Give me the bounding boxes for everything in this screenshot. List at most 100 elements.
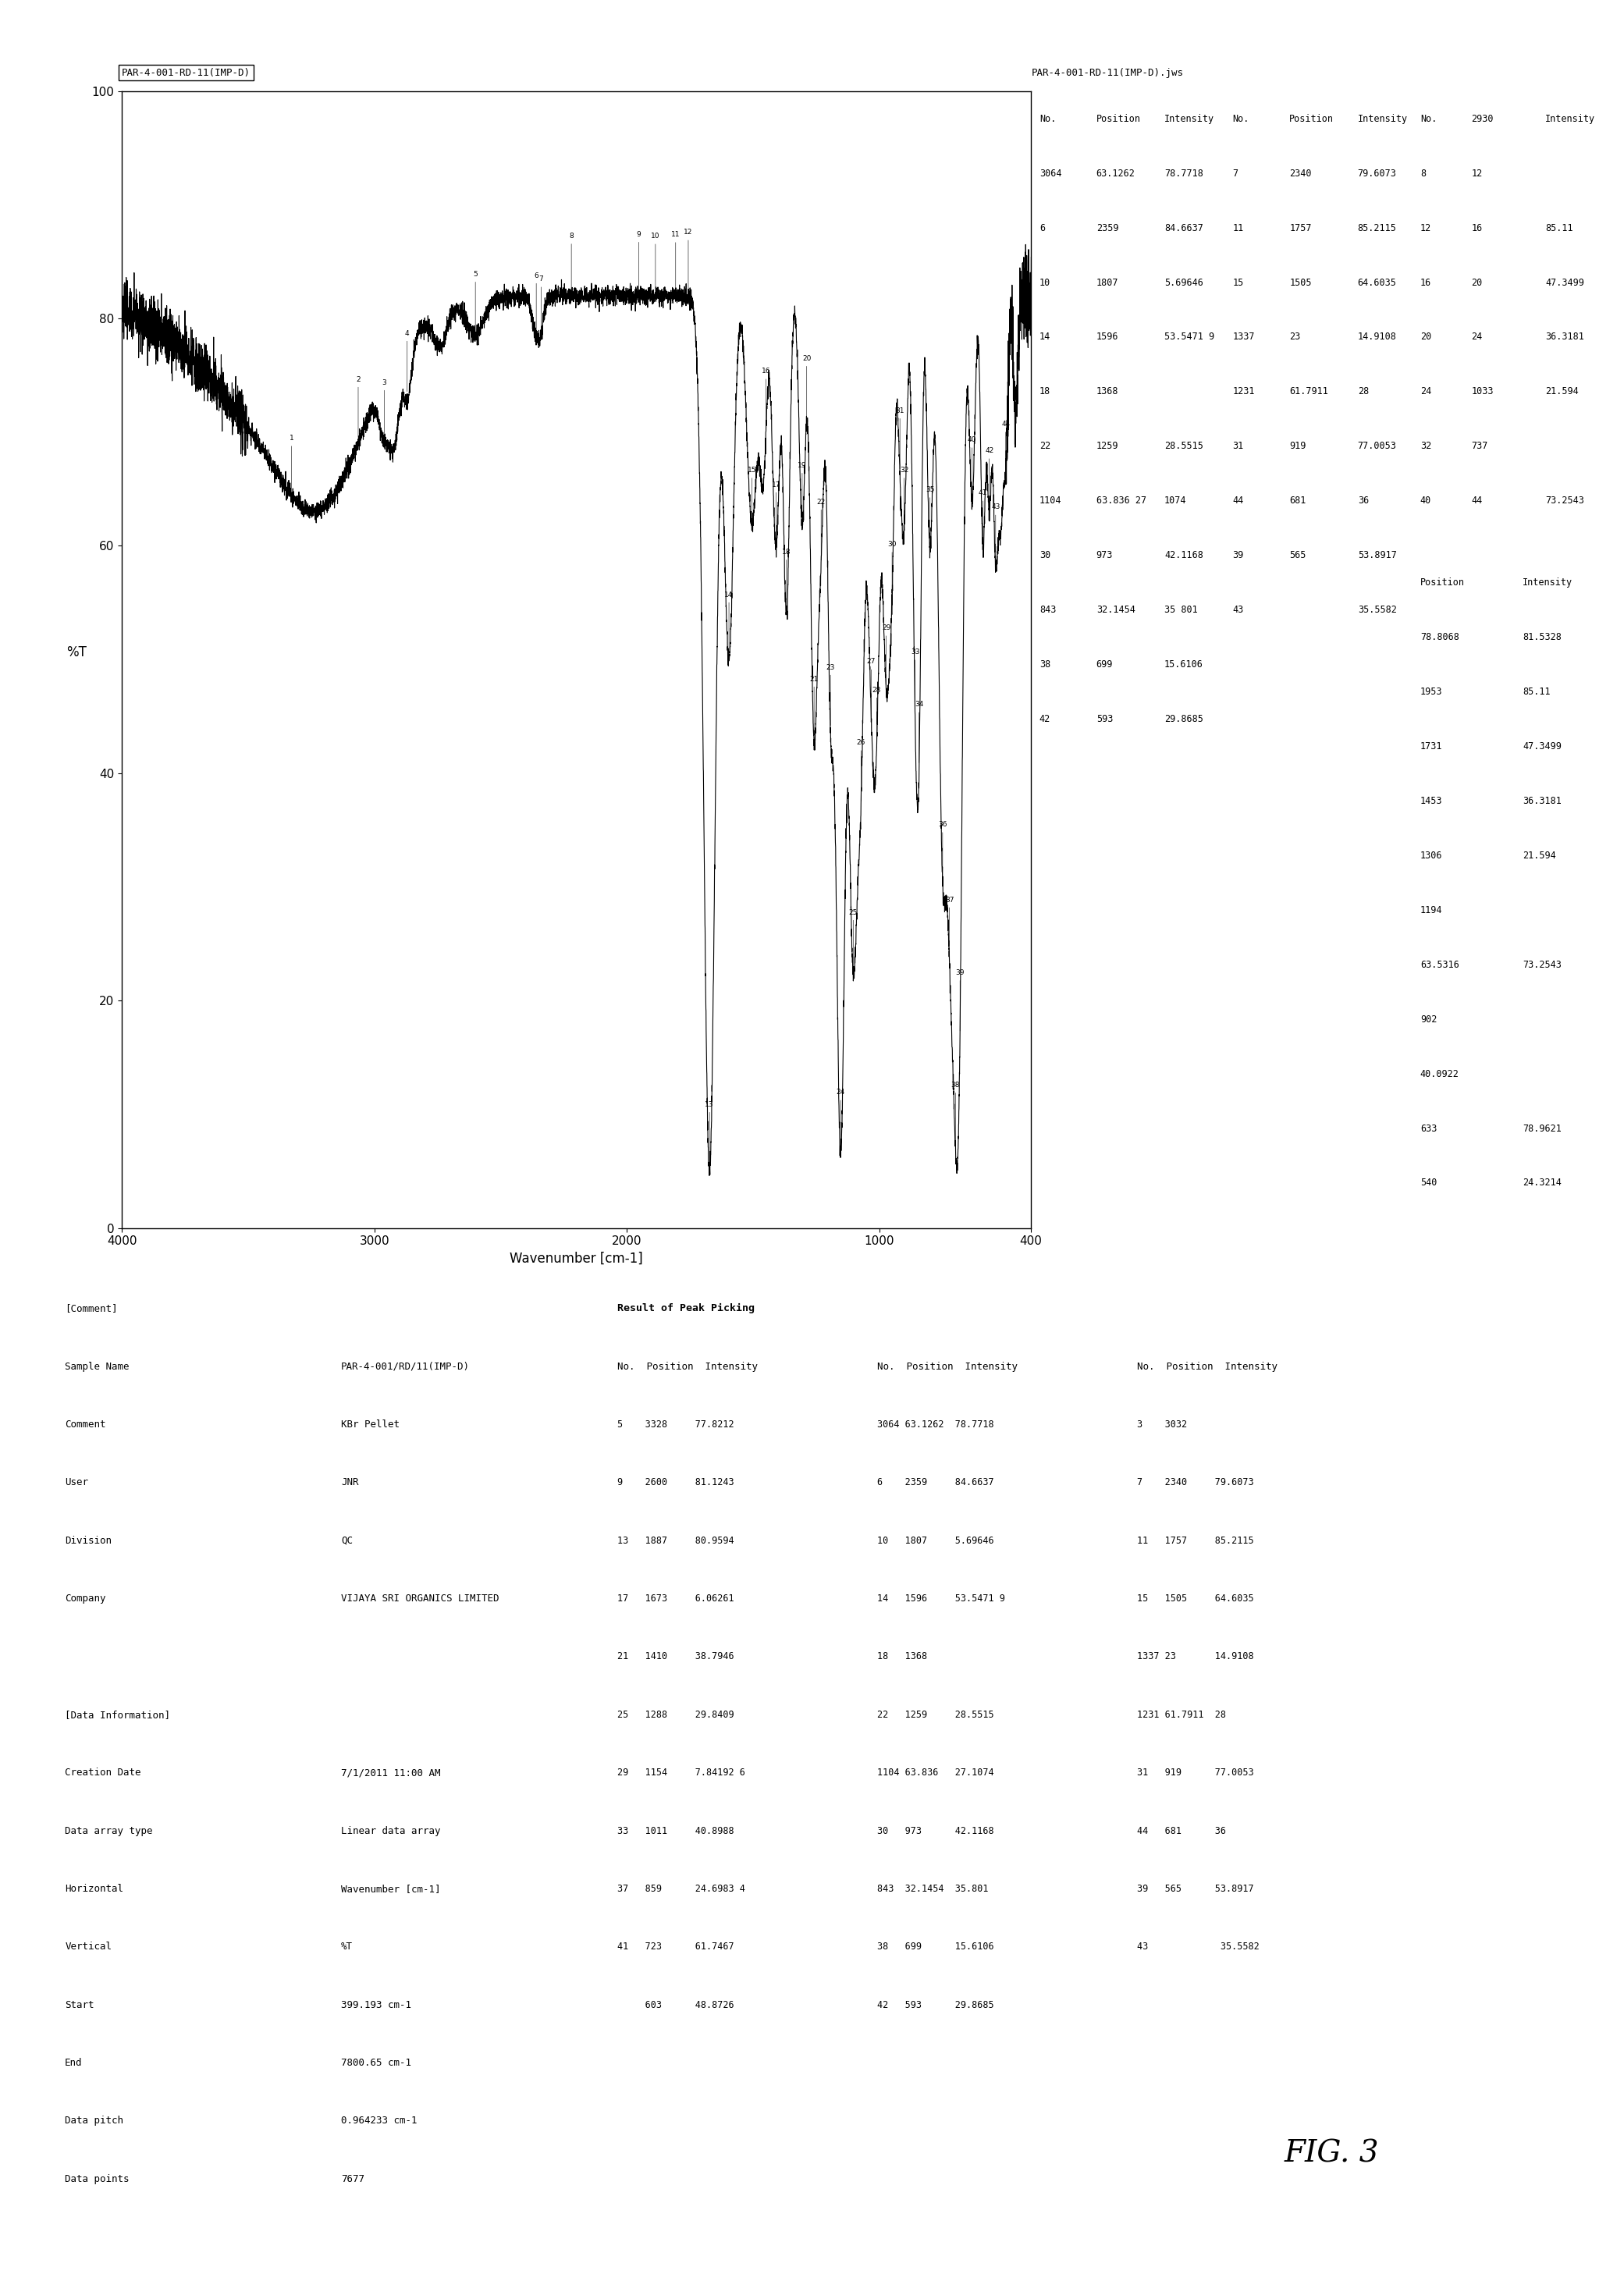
Text: 6: 6 bbox=[534, 273, 539, 334]
Text: 1033: 1033 bbox=[1471, 387, 1494, 396]
Text: 41: 41 bbox=[979, 489, 987, 550]
Text: 31: 31 bbox=[895, 407, 905, 468]
Text: 7800.65 cm-1: 7800.65 cm-1 bbox=[341, 2058, 411, 2067]
X-axis label: Wavenumber [cm-1]: Wavenumber [cm-1] bbox=[510, 1251, 643, 1267]
Text: 31: 31 bbox=[1233, 441, 1244, 450]
Text: Linear data array: Linear data array bbox=[341, 1826, 440, 1835]
Text: 16: 16 bbox=[762, 368, 770, 430]
Text: 1953: 1953 bbox=[1419, 687, 1442, 696]
Text: 40.0922: 40.0922 bbox=[1419, 1069, 1458, 1078]
Text: 23: 23 bbox=[827, 664, 835, 725]
Text: 35 801: 35 801 bbox=[1164, 605, 1199, 614]
Text: 2340: 2340 bbox=[1289, 168, 1312, 177]
Text: 16: 16 bbox=[1471, 223, 1483, 232]
Text: PAR-4-001-RD-11(IMP-D): PAR-4-001-RD-11(IMP-D) bbox=[122, 68, 250, 77]
Text: [Data Information]: [Data Information] bbox=[65, 1710, 171, 1719]
Text: 10: 10 bbox=[651, 232, 659, 293]
Text: 21   1410     38.7946: 21 1410 38.7946 bbox=[617, 1651, 734, 1662]
Text: 16: 16 bbox=[1419, 277, 1431, 287]
Text: 20: 20 bbox=[1419, 332, 1431, 341]
Text: 20: 20 bbox=[1471, 277, 1483, 287]
Text: 3064 63.1262  78.7718: 3064 63.1262 78.7718 bbox=[877, 1419, 994, 1430]
Text: 1453: 1453 bbox=[1419, 796, 1442, 805]
Text: Creation Date: Creation Date bbox=[65, 1767, 141, 1778]
Text: 15: 15 bbox=[1233, 277, 1244, 287]
Text: 10   1807     5.69646: 10 1807 5.69646 bbox=[877, 1535, 994, 1546]
Text: 53.8917: 53.8917 bbox=[1358, 550, 1397, 559]
Text: 12: 12 bbox=[684, 230, 693, 291]
Text: User: User bbox=[65, 1478, 88, 1487]
Text: 39: 39 bbox=[955, 969, 965, 1030]
Text: 25: 25 bbox=[849, 910, 857, 971]
Text: 25   1288     29.8409: 25 1288 29.8409 bbox=[617, 1710, 734, 1719]
Text: 78.9621: 78.9621 bbox=[1523, 1123, 1561, 1132]
Text: 14.9108: 14.9108 bbox=[1358, 332, 1397, 341]
Text: 29: 29 bbox=[882, 625, 890, 687]
Text: 30: 30 bbox=[888, 541, 896, 603]
Text: 84.6637: 84.6637 bbox=[1164, 223, 1203, 232]
Text: 540: 540 bbox=[1419, 1178, 1437, 1187]
Text: 633: 633 bbox=[1419, 1123, 1437, 1132]
Text: 1194: 1194 bbox=[1419, 905, 1442, 914]
Text: 20: 20 bbox=[802, 355, 810, 416]
Text: 38: 38 bbox=[1039, 659, 1051, 669]
Text: 6    2359     84.6637: 6 2359 84.6637 bbox=[877, 1478, 994, 1487]
Text: 37   859      24.6983 4: 37 859 24.6983 4 bbox=[617, 1883, 745, 1894]
Text: 12: 12 bbox=[1471, 168, 1483, 177]
Text: 1757: 1757 bbox=[1289, 223, 1312, 232]
Text: 32.1454: 32.1454 bbox=[1096, 605, 1135, 614]
Text: 43             35.5582: 43 35.5582 bbox=[1137, 1942, 1259, 1951]
Text: 32: 32 bbox=[900, 466, 909, 528]
Text: 44: 44 bbox=[1002, 421, 1010, 482]
Text: 1337 23       14.9108: 1337 23 14.9108 bbox=[1137, 1651, 1254, 1662]
Text: 18: 18 bbox=[1039, 387, 1051, 396]
Text: 19: 19 bbox=[797, 462, 807, 523]
Text: 17: 17 bbox=[771, 482, 781, 543]
Text: 902: 902 bbox=[1419, 1014, 1437, 1023]
Text: 73.2543: 73.2543 bbox=[1523, 960, 1561, 969]
Text: 8: 8 bbox=[568, 232, 573, 293]
Text: Position: Position bbox=[1419, 578, 1465, 587]
Text: 42.1168: 42.1168 bbox=[1164, 550, 1203, 559]
Text: 18   1368: 18 1368 bbox=[877, 1651, 927, 1662]
Text: 14   1596     53.5471 9: 14 1596 53.5471 9 bbox=[877, 1594, 1005, 1603]
Text: 9    2600     81.1243: 9 2600 81.1243 bbox=[617, 1478, 734, 1487]
Text: 15   1505     64.6035: 15 1505 64.6035 bbox=[1137, 1594, 1254, 1603]
Text: 399.193 cm-1: 399.193 cm-1 bbox=[341, 1999, 411, 2010]
Text: 737: 737 bbox=[1471, 441, 1488, 450]
Text: 47.3499: 47.3499 bbox=[1523, 741, 1561, 750]
Text: 681: 681 bbox=[1289, 496, 1306, 505]
Text: 28: 28 bbox=[1358, 387, 1369, 396]
Text: 22   1259     28.5515: 22 1259 28.5515 bbox=[877, 1710, 994, 1719]
Text: 85.2115: 85.2115 bbox=[1358, 223, 1397, 232]
Text: Horizontal: Horizontal bbox=[65, 1883, 123, 1894]
Text: 11: 11 bbox=[1233, 223, 1244, 232]
Text: FIG. 3: FIG. 3 bbox=[1285, 2140, 1379, 2169]
Text: 7: 7 bbox=[539, 275, 544, 337]
Text: 85.11: 85.11 bbox=[1523, 687, 1551, 696]
Text: 39: 39 bbox=[1233, 550, 1244, 559]
Text: 15.6106: 15.6106 bbox=[1164, 659, 1203, 669]
Text: 64.6035: 64.6035 bbox=[1358, 277, 1397, 287]
Text: 73.2543: 73.2543 bbox=[1546, 496, 1583, 505]
Text: 1104 63.836   27.1074: 1104 63.836 27.1074 bbox=[877, 1767, 994, 1778]
Text: 1505: 1505 bbox=[1289, 277, 1312, 287]
Text: 13   1887     80.9594: 13 1887 80.9594 bbox=[617, 1535, 734, 1546]
Text: 78.8068: 78.8068 bbox=[1419, 632, 1458, 641]
Text: Position: Position bbox=[1096, 114, 1140, 123]
Text: 973: 973 bbox=[1096, 550, 1112, 559]
Text: 6: 6 bbox=[1039, 223, 1044, 232]
Text: 5: 5 bbox=[473, 271, 477, 332]
Text: 63.836 27: 63.836 27 bbox=[1096, 496, 1147, 505]
Text: 1731: 1731 bbox=[1419, 741, 1442, 750]
Text: 24: 24 bbox=[1419, 387, 1431, 396]
Text: 36.3181: 36.3181 bbox=[1523, 796, 1561, 805]
Text: 8: 8 bbox=[1419, 168, 1426, 177]
Text: 42: 42 bbox=[1039, 714, 1051, 723]
Text: 61.7911: 61.7911 bbox=[1289, 387, 1328, 396]
Text: Vertical: Vertical bbox=[65, 1942, 112, 1951]
Text: 24.3214: 24.3214 bbox=[1523, 1178, 1561, 1187]
Text: Data array type: Data array type bbox=[65, 1826, 153, 1835]
Text: 33   1011     40.8988: 33 1011 40.8988 bbox=[617, 1826, 734, 1835]
Text: 40: 40 bbox=[968, 437, 976, 498]
